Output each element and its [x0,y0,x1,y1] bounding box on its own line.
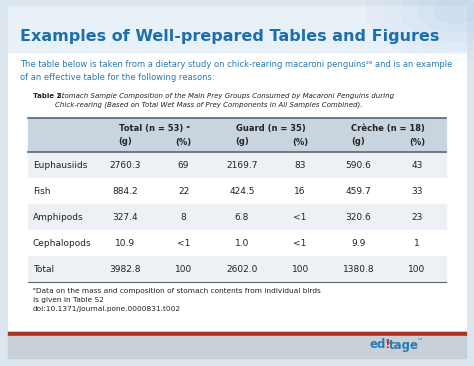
Text: (%): (%) [175,138,191,146]
Text: 22: 22 [178,187,189,195]
Text: 1.0: 1.0 [235,239,249,247]
Ellipse shape [434,0,474,23]
Text: Examples of Well-prepared Tables and Figures: Examples of Well-prepared Tables and Fig… [20,29,439,44]
Text: 8: 8 [181,213,186,221]
Text: 3982.8: 3982.8 [109,265,141,273]
Text: 424.5: 424.5 [229,187,255,195]
Text: doi:10.1371/journal.pone.0000831.t002: doi:10.1371/journal.pone.0000831.t002 [33,306,181,312]
Text: Guard (n = 35): Guard (n = 35) [236,123,306,132]
Text: The table below is taken from a dietary study on chick-rearing macaroni penguins: The table below is taken from a dietary … [20,60,452,82]
Ellipse shape [384,0,474,51]
Text: 590.6: 590.6 [346,161,372,169]
Text: 2169.7: 2169.7 [226,161,257,169]
Text: Total: Total [33,265,54,273]
Bar [8,6,466,330]
Text: (g): (g) [352,138,365,146]
Text: 1380.8: 1380.8 [343,265,374,273]
Bar [8,6,466,52]
Text: 100: 100 [408,265,426,273]
Bar [28,230,446,256]
Text: !: ! [384,339,390,351]
Bar [28,118,446,152]
Text: Euphausiids: Euphausiids [33,161,87,169]
Text: ™: ™ [416,339,422,344]
Text: 43: 43 [411,161,422,169]
Text: (%): (%) [292,138,308,146]
Text: 2760.3: 2760.3 [109,161,141,169]
Text: 23: 23 [411,213,422,221]
Ellipse shape [418,0,474,32]
Text: Stomach Sample Composition of the Main Prey Groups Consumed by Macaroni Penguins: Stomach Sample Composition of the Main P… [55,93,394,108]
Text: 100: 100 [175,265,192,273]
Text: 10.9: 10.9 [115,239,135,247]
Text: 459.7: 459.7 [346,187,371,195]
Text: (%): (%) [409,138,425,146]
Ellipse shape [366,0,474,60]
Text: 327.4: 327.4 [112,213,138,221]
Text: ed: ed [370,339,386,351]
Text: 2602.0: 2602.0 [226,265,257,273]
Text: ᵃData on the mass and composition of stomach contents from individual birds: ᵃData on the mass and composition of sto… [33,288,321,294]
Text: <1: <1 [293,239,307,247]
Text: 16: 16 [294,187,306,195]
Text: 69: 69 [178,161,189,169]
Text: 884.2: 884.2 [112,187,138,195]
Text: Table 2.: Table 2. [33,93,64,99]
Text: (g): (g) [118,138,132,146]
Text: Cephalopods: Cephalopods [33,239,91,247]
Text: (g): (g) [235,138,249,146]
Text: 320.6: 320.6 [346,213,371,221]
Bar [28,88,446,304]
Text: <1: <1 [177,239,190,247]
Text: 1: 1 [414,239,419,247]
Bar [28,178,446,204]
Ellipse shape [401,0,474,41]
Bar [28,152,446,178]
Text: tage: tage [389,339,419,351]
Bar [8,332,466,336]
Bar [28,204,446,230]
Text: 33: 33 [411,187,423,195]
Text: <1: <1 [293,213,307,221]
Text: 100: 100 [292,265,309,273]
Text: 9.9: 9.9 [351,239,365,247]
Text: Crèche (n = 18): Crèche (n = 18) [351,123,425,132]
Text: is given in Table S2: is given in Table S2 [33,297,104,303]
Text: 6.8: 6.8 [235,213,249,221]
Text: Fish: Fish [33,187,51,195]
Text: Total (n = 53) ᵃ: Total (n = 53) ᵃ [119,123,190,132]
Text: Amphipods: Amphipods [33,213,83,221]
Text: 83: 83 [294,161,306,169]
Bar [28,256,446,282]
Bar [8,336,466,358]
